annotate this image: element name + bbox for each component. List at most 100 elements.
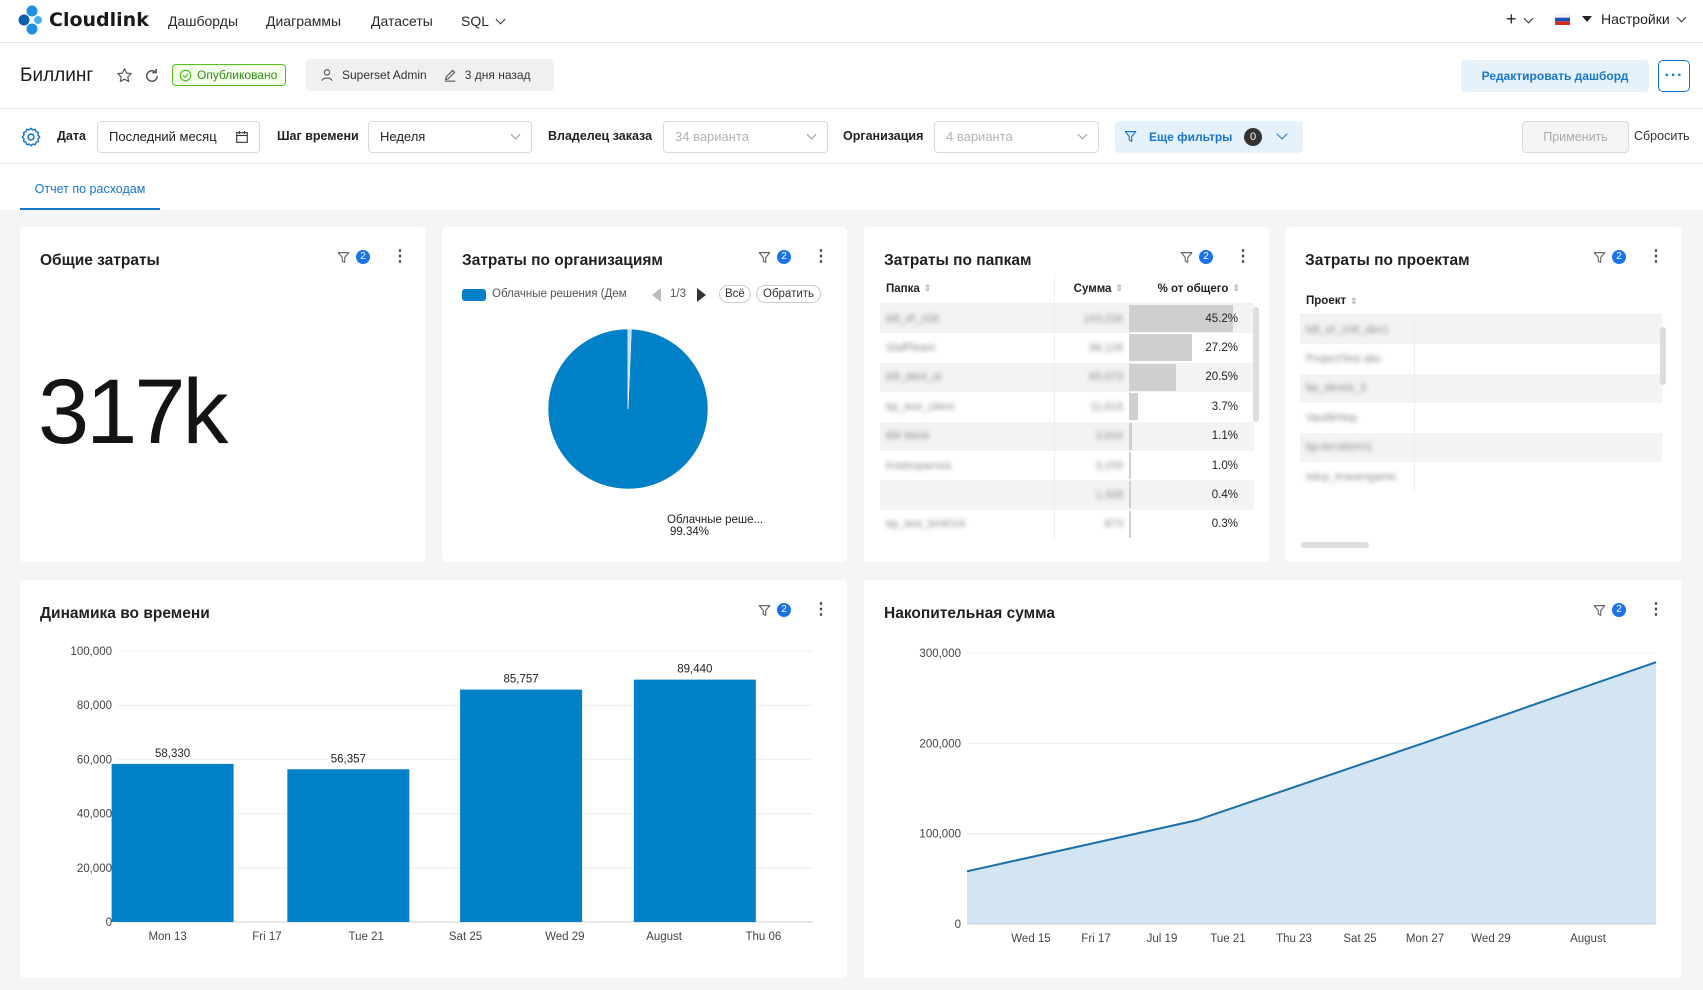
- more-vertical-icon[interactable]: ⋮: [813, 601, 829, 618]
- nav-dashboards[interactable]: Дашборды: [168, 13, 238, 29]
- reset-filters-button[interactable]: Сбросить: [1634, 129, 1690, 143]
- filter-count-badge[interactable]: 2: [1612, 250, 1626, 264]
- y-tick-label: 100,000: [919, 829, 961, 841]
- tab-cost-report[interactable]: Отчет по расходам: [20, 182, 160, 210]
- table-scrollbar[interactable]: [1253, 307, 1259, 422]
- folder-name-cell: bp_test_client: [880, 392, 1055, 422]
- column-header-project[interactable]: Проект ⇕: [1300, 295, 1662, 315]
- more-vertical-icon[interactable]: ⋮: [813, 248, 829, 265]
- column-label: Папка: [886, 282, 920, 295]
- refresh-icon[interactable]: [143, 67, 161, 85]
- table-row[interactable]: Kostroparnus 3,159 1.0%: [880, 450, 1254, 481]
- filter-icon[interactable]: [1593, 251, 1606, 264]
- add-menu[interactable]: +: [1506, 9, 1533, 30]
- time-grain-select[interactable]: Неделя: [368, 121, 532, 153]
- table-row[interactable]: bp_test_b04019 873 0.3%: [880, 509, 1254, 540]
- legend-item-label[interactable]: Облачные решения (Дем: [492, 288, 627, 300]
- project-name: sdcp_kraxengame: [1306, 470, 1396, 483]
- card-costs-by-org: Затраты по организациям 2 ⋮ Облачные реш…: [442, 227, 847, 562]
- folder-percent: 20.5%: [1205, 371, 1238, 384]
- filter-count-badge[interactable]: 2: [1612, 603, 1626, 617]
- edit-dashboard-button[interactable]: Редактировать дашборд: [1461, 60, 1649, 92]
- card-tools: 2 ⋮: [1593, 248, 1664, 265]
- table-row[interactable]: bp-terraform1: [1300, 432, 1662, 462]
- card-costs-by-folder: Затраты по папкам 2 ⋮ Папка ⇕ Сумма ⇕ % от…: [864, 227, 1269, 562]
- folder-percent-cell: 0.3%: [1129, 510, 1244, 539]
- more-vertical-icon[interactable]: ⋮: [1648, 248, 1664, 265]
- more-vertical-icon[interactable]: ⋮: [392, 248, 408, 265]
- table-row[interactable]: bill_devt_ol 65,073 20.5%: [880, 362, 1254, 393]
- filter-icon[interactable]: [758, 251, 771, 264]
- arrow-right-icon[interactable]: [696, 288, 706, 302]
- filter-count-badge[interactable]: 2: [777, 250, 791, 264]
- filter-count-badge[interactable]: 2: [1199, 250, 1213, 264]
- table-row[interactable]: sdcp_kraxengame: [1300, 461, 1662, 492]
- table-row[interactable]: bp_devtst_3: [1300, 373, 1662, 404]
- organization-select[interactable]: 4 варианта: [934, 121, 1099, 153]
- table-scrollbar[interactable]: [1660, 327, 1666, 385]
- horizontal-scrollbar[interactable]: [1301, 542, 1369, 548]
- nav-charts[interactable]: Диаграммы: [266, 13, 342, 29]
- filter-icon[interactable]: [1180, 251, 1193, 264]
- arrow-left-icon[interactable]: [652, 288, 662, 302]
- filter-icon[interactable]: [758, 604, 771, 617]
- y-tick-label: 20,000: [77, 863, 112, 875]
- select-all-button[interactable]: Всё: [719, 285, 751, 303]
- folder-percent: 1.0%: [1211, 459, 1238, 472]
- x-tick-label: Tue 21: [349, 931, 384, 943]
- card-title: Затраты по проектам: [1305, 252, 1470, 269]
- more-options-button[interactable]: ···: [1658, 60, 1690, 92]
- table-row[interactable]: ProjectTest abc: [1300, 344, 1662, 374]
- table-row[interactable]: 1,308 0.4%: [880, 480, 1254, 510]
- table-row[interactable]: bp_test_client 11,818 3.7%: [880, 392, 1254, 422]
- nav-datasets[interactable]: Датасеты: [371, 13, 433, 29]
- card-title: Накопительная сумма: [884, 605, 1056, 622]
- settings-menu[interactable]: Настройки: [1601, 11, 1687, 27]
- table-row[interactable]: bill_ef_106_dev1: [1300, 315, 1662, 345]
- bar: [460, 689, 583, 922]
- bar-data-label: 85,757: [504, 674, 539, 686]
- filter-icon[interactable]: [1593, 604, 1606, 617]
- star-icon[interactable]: [116, 67, 133, 84]
- folder-percent: 27.2%: [1205, 342, 1238, 355]
- table-row[interactable]: StaffTeam 86,128 27.2%: [880, 333, 1254, 363]
- filter-icon[interactable]: [337, 251, 350, 264]
- more-vertical-icon[interactable]: ⋮: [1648, 601, 1664, 618]
- calendar-icon: [236, 131, 248, 143]
- table-row[interactable]: Vaultkhtop: [1300, 403, 1662, 433]
- percent-bar: [1129, 451, 1132, 479]
- more-filters-button[interactable]: Еще фильтры 0: [1115, 121, 1303, 153]
- x-tick-label: Sat 25: [1343, 933, 1376, 945]
- chevron-down-icon: [806, 129, 817, 140]
- folder-name-cell: Bill Work: [880, 421, 1055, 451]
- card-costs-by-project: Затраты по проектам 2 ⋮ Проект ⇕ bill_ef_…: [1285, 227, 1682, 562]
- column-header-percent[interactable]: % от общего ⇕: [1129, 274, 1244, 303]
- table-row[interactable]: Bill Work 3,603 1.1%: [880, 421, 1254, 451]
- column-header-folder[interactable]: Папка ⇕: [880, 274, 1055, 303]
- table-row[interactable]: bill_ef_106 143,226 45.2%: [880, 304, 1254, 334]
- column-header-sum[interactable]: Сумма ⇕: [1055, 274, 1129, 303]
- gear-icon[interactable]: [20, 126, 42, 148]
- nav-sql[interactable]: SQL: [461, 13, 506, 29]
- y-tick-label: 0: [955, 919, 961, 931]
- filter-count-badge[interactable]: 2: [356, 250, 370, 264]
- x-tick-label: Mon 13: [148, 931, 186, 943]
- card-title: Затраты по папкам: [884, 252, 1032, 269]
- tabs-bar: Отчет по расходам: [0, 165, 1703, 210]
- folder-sum: 11,818: [1090, 400, 1123, 413]
- page-title: Биллинг: [20, 65, 94, 86]
- y-tick-label: 200,000: [919, 738, 961, 750]
- invert-button[interactable]: Обратить: [756, 285, 822, 303]
- language-menu[interactable]: [1554, 13, 1592, 30]
- x-tick-label: Mon 27: [1406, 933, 1444, 945]
- modified-time: 3 дня назад: [464, 68, 531, 82]
- logo[interactable]: Cloudlink: [18, 5, 149, 35]
- more-vertical-icon[interactable]: ⋮: [1235, 248, 1251, 265]
- folder-name-cell: bill_ef_106: [880, 304, 1055, 334]
- order-owner-select[interactable]: 34 варианта: [663, 121, 828, 153]
- filter-count-badge[interactable]: 2: [777, 603, 791, 617]
- y-tick-label: 300,000: [919, 648, 961, 660]
- apply-filters-button[interactable]: Применить: [1522, 121, 1629, 153]
- caret-down-icon: [1581, 16, 1592, 22]
- date-filter-input[interactable]: Последний месяц: [97, 121, 260, 153]
